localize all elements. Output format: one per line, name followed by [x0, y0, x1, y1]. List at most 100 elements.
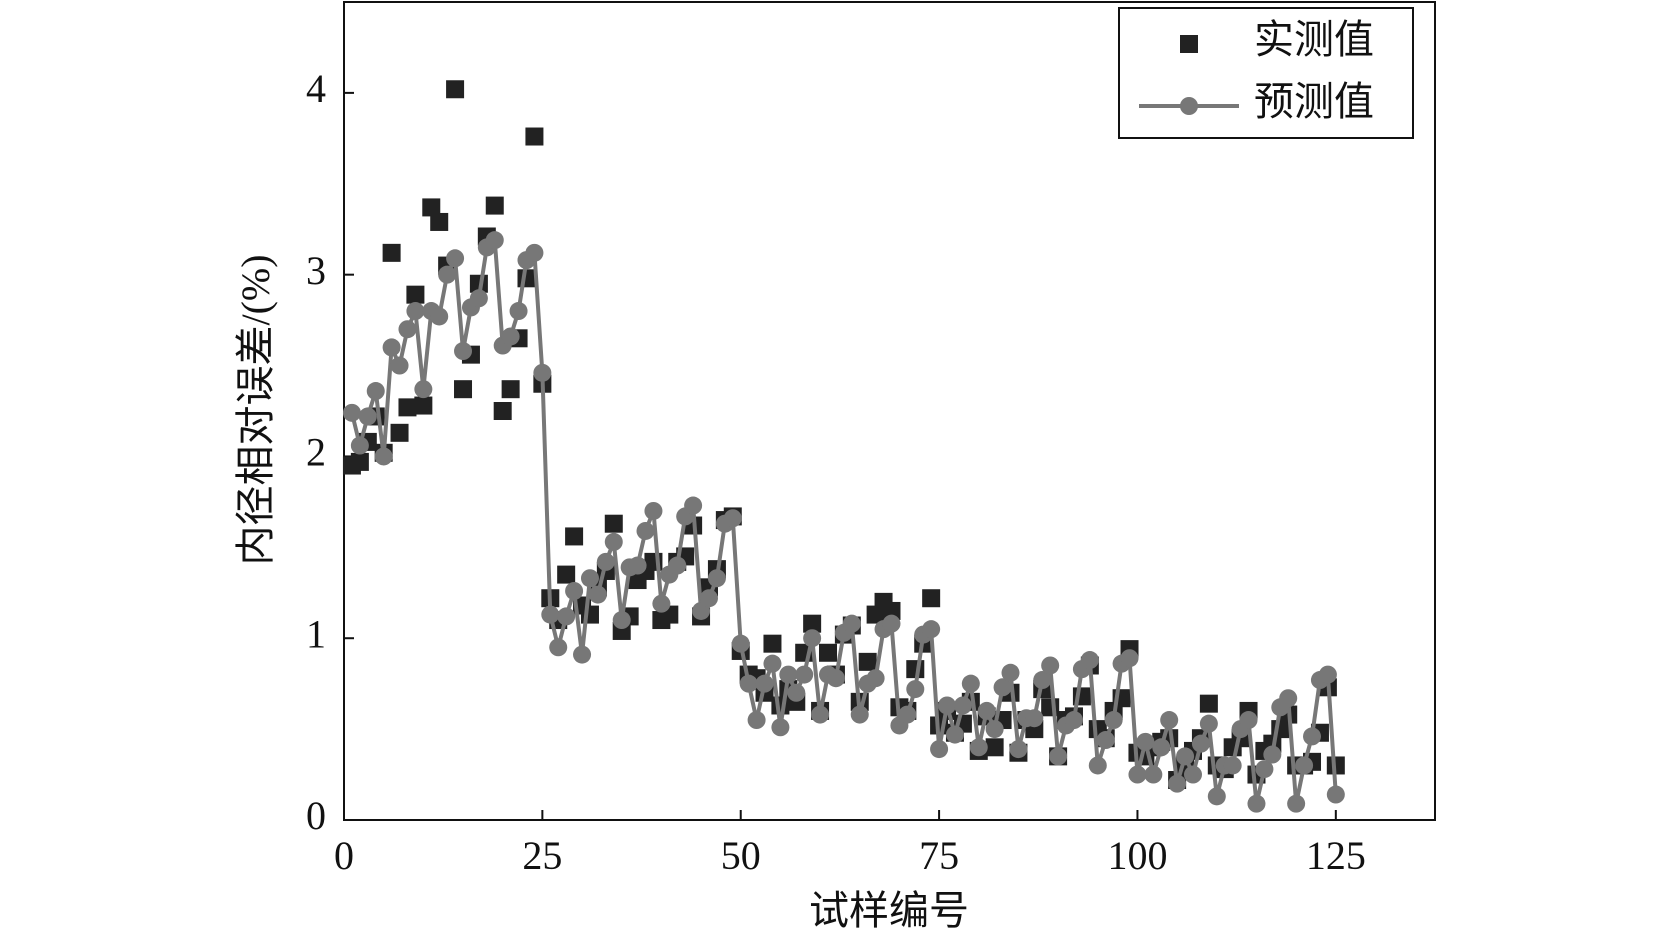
marker-circle — [684, 496, 703, 515]
marker-circle — [803, 629, 822, 648]
marker-circle — [739, 674, 758, 693]
marker-circle — [1247, 794, 1266, 813]
marker-circle — [541, 605, 560, 624]
marker-square — [763, 634, 782, 653]
marker-circle — [1009, 740, 1028, 759]
marker-circle — [350, 436, 369, 455]
marker-square — [406, 285, 425, 304]
marker-square — [350, 452, 369, 471]
marker-circle — [747, 711, 766, 730]
x-tick-label: 0 — [334, 833, 354, 878]
marker-circle — [398, 320, 417, 339]
marker-circle — [1096, 731, 1115, 750]
marker-circle — [993, 678, 1012, 697]
marker-circle — [668, 556, 687, 575]
marker-square — [604, 514, 623, 533]
marker-circle — [1287, 794, 1306, 813]
marker-circle — [644, 501, 663, 520]
marker-circle — [1120, 649, 1139, 668]
marker-circle — [707, 569, 726, 588]
marker-circle — [1303, 727, 1322, 746]
marker-circle — [723, 509, 742, 528]
marker-circle — [906, 680, 925, 699]
y-tick-label: 0 — [306, 793, 326, 838]
marker-circle — [1176, 747, 1195, 766]
marker-circle — [1025, 709, 1044, 728]
marker-square — [414, 396, 433, 415]
marker-circle — [501, 327, 520, 346]
marker-circle — [1223, 756, 1242, 775]
marker-square — [565, 527, 584, 546]
marker-circle — [557, 607, 576, 626]
marker-circle — [580, 569, 599, 588]
marker-circle — [525, 243, 544, 262]
marker-circle — [588, 585, 607, 604]
marker-square — [1199, 694, 1218, 713]
marker-circle — [1207, 787, 1226, 806]
y-axis-label: 内径相对误差/(%) — [233, 254, 278, 565]
marker-square — [1180, 35, 1198, 53]
marker-circle — [342, 403, 361, 422]
marker-circle — [1152, 738, 1171, 757]
marker-circle — [1255, 760, 1274, 779]
marker-circle — [1279, 689, 1298, 708]
marker-circle — [1168, 774, 1187, 793]
marker-circle — [604, 532, 623, 551]
y-tick-label: 1 — [306, 611, 326, 656]
marker-circle — [930, 740, 949, 759]
marker-circle — [636, 521, 655, 540]
marker-circle — [358, 407, 377, 426]
marker-circle — [898, 705, 917, 724]
marker-circle — [390, 356, 409, 375]
marker-circle — [430, 307, 449, 326]
marker-square — [422, 198, 441, 217]
marker-circle — [922, 620, 941, 639]
marker-circle — [1088, 756, 1107, 775]
marker-circle — [454, 342, 473, 361]
marker-circle — [1199, 714, 1218, 733]
marker-circle — [1191, 734, 1210, 753]
marker-circle — [977, 701, 996, 720]
marker-square — [493, 402, 512, 420]
marker-circle — [565, 581, 584, 600]
marker-square — [858, 652, 877, 671]
marker-circle — [1049, 747, 1068, 766]
legend-label: 实测值 — [1254, 17, 1374, 62]
marker-circle — [1104, 711, 1123, 730]
marker-circle — [763, 654, 782, 673]
marker-circle — [945, 725, 964, 744]
x-axis-label: 试样编号 — [809, 888, 969, 933]
legend-box — [1118, 7, 1414, 139]
marker-square — [525, 127, 544, 146]
marker-circle — [1180, 97, 1198, 115]
marker-circle — [1001, 663, 1020, 682]
marker-circle — [1160, 711, 1179, 730]
marker-circle — [485, 231, 504, 250]
marker-circle — [1326, 785, 1345, 804]
marker-circle — [1080, 651, 1099, 670]
marker-circle — [1041, 656, 1060, 675]
marker-circle — [509, 302, 528, 321]
y-tick-label: 2 — [306, 430, 326, 475]
marker-square — [446, 80, 465, 99]
marker-circle — [1295, 756, 1314, 775]
marker-circle — [406, 302, 425, 321]
marker-circle — [1144, 765, 1163, 784]
marker-circle — [1263, 745, 1282, 764]
marker-square — [557, 565, 576, 584]
marker-circle — [596, 552, 615, 571]
x-tick-label: 50 — [721, 833, 761, 878]
marker-circle — [1239, 711, 1258, 730]
y-tick-label: 3 — [306, 248, 326, 293]
marker-circle — [842, 614, 861, 633]
marker-circle — [374, 447, 393, 466]
marker-circle — [1183, 765, 1202, 784]
marker-circle — [882, 614, 901, 633]
marker-square — [819, 643, 838, 662]
marker-circle — [1318, 665, 1337, 684]
marker-square — [430, 212, 449, 231]
marker-circle — [438, 265, 457, 284]
marker-circle — [969, 738, 988, 757]
